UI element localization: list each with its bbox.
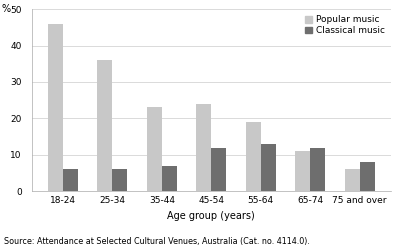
Bar [48,24,63,191]
Bar [162,166,177,191]
Legend: Popular music, Classical music: Popular music, Classical music [303,14,386,37]
Bar [147,108,162,191]
Bar [246,122,261,191]
Bar [98,60,112,191]
Bar [63,169,78,191]
Bar [261,144,276,191]
Bar [197,104,211,191]
Bar [310,148,325,191]
Bar [360,162,374,191]
Bar [295,151,310,191]
Text: Source: Attendance at Selected Cultural Venues, Australia (Cat. no. 4114.0).: Source: Attendance at Selected Cultural … [4,237,310,246]
Bar [112,169,127,191]
X-axis label: Age group (years): Age group (years) [168,211,255,221]
Y-axis label: %: % [2,4,11,14]
Bar [345,169,360,191]
Bar [211,148,226,191]
